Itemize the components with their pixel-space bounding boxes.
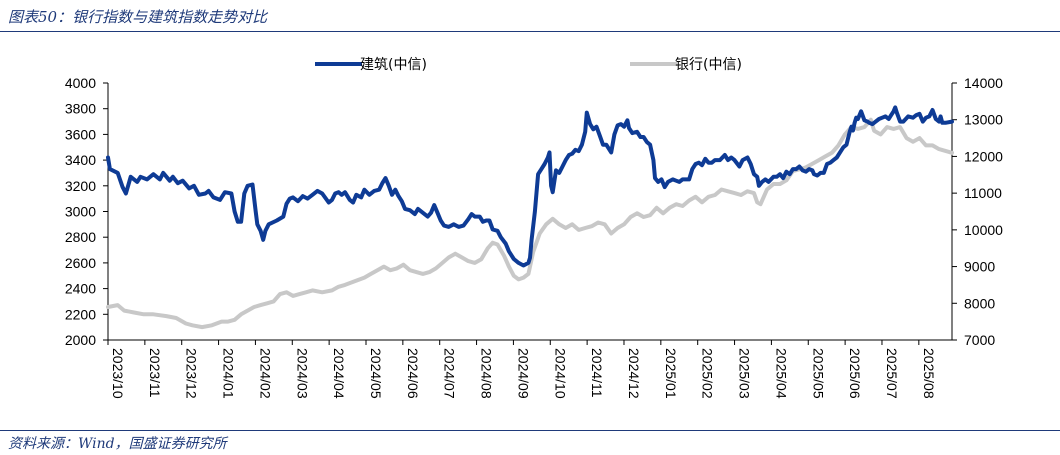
right-tick-label: 8000 — [964, 295, 995, 311]
x-tick-label: 2024/12 — [626, 348, 642, 399]
x-tick-label: 2023/12 — [184, 348, 200, 399]
x-tick-label: 2025/06 — [847, 348, 863, 399]
right-tick-label: 12000 — [964, 148, 1003, 164]
left-axis-ticks: 2000 2200 2400 2600 2800 3000 3200 3400 3600 3800… — [65, 75, 108, 348]
series-layer — [106, 105, 954, 330]
x-tick-label: 2024/10 — [552, 348, 568, 399]
figure-title: 图表50：银行指数与建筑指数走势对比 — [8, 8, 268, 26]
x-tick-label: 2025/04 — [773, 348, 789, 399]
left-tick-label: 2600 — [65, 255, 96, 271]
x-tick-label: 2025/02 — [700, 348, 716, 399]
series-line-bank — [106, 117, 954, 330]
x-tick-label: 2024/07 — [442, 348, 458, 399]
x-tick-label: 2025/01 — [663, 348, 679, 399]
x-tick-label: 2025/03 — [737, 348, 753, 399]
x-tick-label: 2024/09 — [515, 348, 531, 399]
left-tick-label: 3400 — [65, 152, 96, 168]
right-tick-label: 7000 — [964, 332, 995, 348]
x-tick-label: 2023/10 — [110, 348, 126, 399]
right-axis-ticks: 7000 8000 9000 10000 11000 12000 13000 14000 — [952, 75, 1003, 348]
x-tick-label: 2024/01 — [221, 348, 237, 399]
left-tick-label: 3000 — [65, 204, 96, 220]
left-tick-label: 2800 — [65, 229, 96, 245]
x-tick-label: 2024/03 — [294, 348, 310, 399]
left-tick-label: 3800 — [65, 101, 96, 117]
right-tick-label: 10000 — [964, 222, 1003, 238]
x-tick-label: 2023/11 — [147, 348, 163, 398]
x-tick-label: 2025/07 — [884, 348, 900, 399]
left-tick-label: 2200 — [65, 306, 96, 322]
legend-label-bank: 银行(中信) — [675, 57, 742, 73]
x-tick-label: 2024/05 — [368, 348, 384, 399]
series-line-construction — [106, 105, 954, 268]
x-tick-label: 2024/11 — [589, 348, 605, 398]
left-tick-label: 4000 — [65, 75, 96, 91]
right-tick-label: 9000 — [964, 259, 995, 275]
x-axis-ticks: 2023/10 2023/11 2023/12 2024/01 2024/02 2024/… — [107, 340, 937, 399]
x-tick-label: 2024/04 — [331, 348, 347, 399]
legend: 建筑(中信) 银行(中信) — [315, 57, 742, 73]
right-tick-label: 13000 — [964, 112, 1003, 128]
title-rule — [0, 31, 1060, 32]
x-tick-label: 2024/02 — [257, 348, 273, 399]
left-tick-label: 3600 — [65, 126, 96, 142]
right-tick-label: 14000 — [964, 75, 1003, 91]
x-tick-label: 2024/06 — [405, 348, 421, 399]
legend-label-construction: 建筑(中信) — [360, 57, 427, 73]
left-tick-label: 2400 — [65, 281, 96, 297]
left-tick-label: 3200 — [65, 178, 96, 194]
right-tick-label: 11000 — [964, 185, 1002, 201]
source-note: 资料来源：Wind，国盛证券研究所 — [8, 436, 227, 452]
x-tick-label: 2025/05 — [810, 348, 826, 399]
source-rule — [0, 430, 1060, 431]
left-tick-label: 2000 — [65, 332, 96, 348]
x-tick-label: 2024/08 — [479, 348, 495, 399]
x-tick-label: 2025/08 — [921, 348, 937, 399]
